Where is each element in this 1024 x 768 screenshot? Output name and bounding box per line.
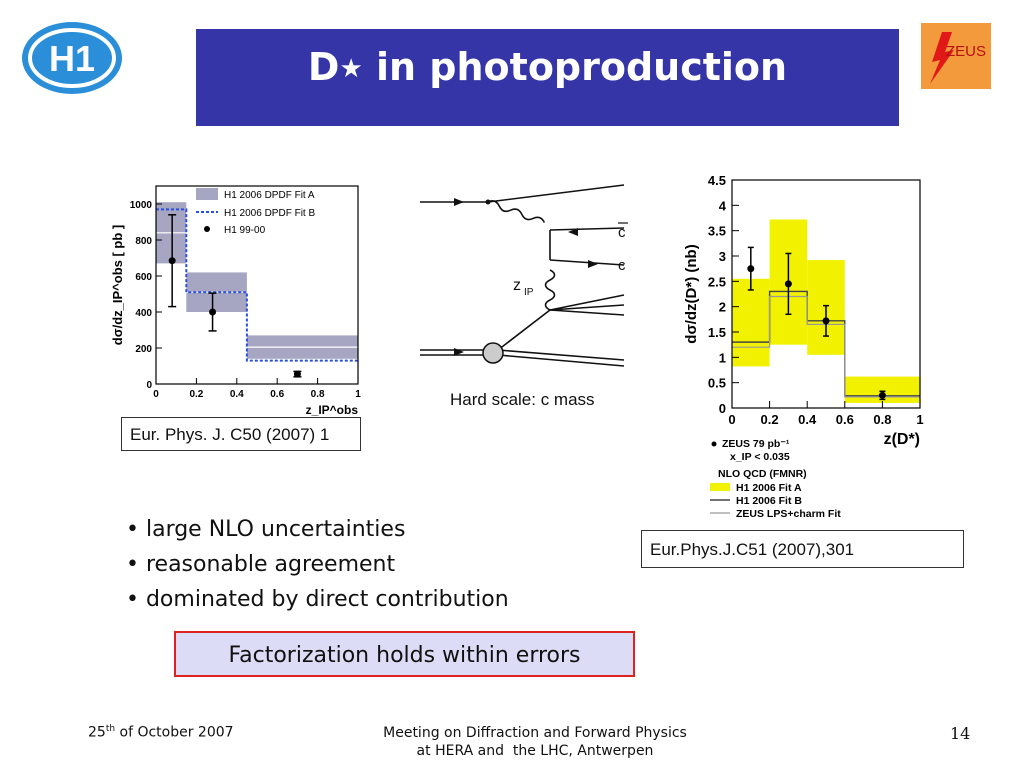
x-axis-label: z_IP^obs <box>306 403 359 417</box>
y-tick-label: 1000 <box>130 200 153 211</box>
bullet-item: • reasonable agreement <box>126 552 396 577</box>
title-prefix: D <box>307 45 340 89</box>
plot-frame <box>155 185 359 385</box>
data-point <box>878 391 886 399</box>
proton-vertex <box>482 342 504 364</box>
legend-label: H1 99-00 <box>224 225 266 236</box>
zeus-logo: ZEUS <box>920 22 992 90</box>
left-plot-citation: Eur. Phys. J. C50 (2007) 1 <box>121 417 361 451</box>
y-tick-label: 1 <box>719 350 726 365</box>
z-label: z <box>513 277 521 294</box>
data-point <box>168 257 176 265</box>
data-point <box>822 317 830 325</box>
data-point <box>784 280 792 288</box>
footer-meeting: Meeting on Diffraction and Forward Physi… <box>350 724 720 760</box>
fitB-line <box>156 208 358 362</box>
y-tick-label: 600 <box>135 272 152 283</box>
slide-title: D★ in photoproduction <box>196 29 899 126</box>
zeus-logo-text: ZEUS <box>946 43 986 60</box>
legend-label: ZEUS 79 pb⁻¹ <box>722 438 790 450</box>
feynman-diagram: c c z IP <box>418 175 628 375</box>
legend-label: H1 2006 Fit B <box>736 495 802 507</box>
diagram-caption: Hard scale: c mass <box>450 390 595 409</box>
zeus-zD-plot: 0 0.5 1 1.5 2 2.5 3 3.5 4 4.5 0 0.2 0.4 0.6 0.8 1 dσ/dz(… <box>680 170 935 530</box>
right-plot-citation: Eur.Phys.J.C51 (2007),301 <box>641 530 964 568</box>
legend-swatch-fitA <box>710 483 730 491</box>
bullet-item: • dominated by direct contribution <box>126 587 509 612</box>
data-point <box>747 265 755 273</box>
legend-label: ZEUS LPS+charm Fit <box>736 508 841 520</box>
y-tick-label: 0 <box>146 380 152 391</box>
y-tick-label: 400 <box>135 308 152 319</box>
y-tick-label: 800 <box>135 236 152 247</box>
x-tick-label: 0.4 <box>798 412 817 427</box>
y-axis-label: dσ/dz_IP^obs [ pb ] <box>110 225 125 345</box>
x-tick-label: 1 <box>355 389 361 400</box>
gluon-line <box>544 269 556 311</box>
cbar-line <box>549 227 625 231</box>
pomeron-line <box>497 309 551 351</box>
z-sub-label: IP <box>524 287 534 298</box>
legend-swatch-data <box>711 441 717 447</box>
meeting-line-2: at HERA and the LHC, Antwerpen <box>416 743 654 759</box>
x-tick-label: 0.6 <box>270 389 284 400</box>
outgoing-electron <box>487 184 625 203</box>
x-tick-label: 0 <box>153 389 159 400</box>
y-tick-label: 2 <box>719 300 726 315</box>
x-tick-label: 1 <box>916 412 923 427</box>
x-tick-label: 0.8 <box>873 412 891 427</box>
conclusion-box: Factorization holds within errors <box>174 631 635 677</box>
legend-label: H1 2006 DPDF Fit B <box>224 208 315 219</box>
x-axis-label: z(D*) <box>884 431 920 448</box>
cbar-label: c <box>618 224 626 241</box>
y-tick-label: 0.5 <box>708 376 726 391</box>
legend-swatch-data <box>204 226 210 232</box>
h1-logo-text: H1 <box>49 38 95 79</box>
y-tick-label: 1.5 <box>708 325 726 340</box>
star-icon: ★ <box>339 54 363 84</box>
legend-label: H1 2006 Fit A <box>736 482 802 494</box>
y-tick-label: 4.5 <box>708 173 726 188</box>
data-point <box>293 370 301 378</box>
y-tick-label: 200 <box>135 344 152 355</box>
legend-label: H1 2006 DPDF Fit A <box>224 190 315 201</box>
bullet-item: • large NLO uncertainties <box>126 517 406 542</box>
lps-fit-line <box>732 295 920 398</box>
h1-logo: H1 <box>20 20 124 96</box>
h1-zpom-plot: 0 200 400 600 800 1000 0 0.2 0.4 0.6 0.8 1 dσ/dz_IP^… <box>108 168 366 420</box>
title-rest: in photoproduction <box>362 45 788 89</box>
x-tick-label: 0.2 <box>189 389 203 400</box>
y-tick-label: 4 <box>719 198 727 213</box>
data-point <box>209 308 217 316</box>
c-label: c <box>618 257 626 274</box>
legend-swatch-fitA <box>196 188 218 200</box>
x-tick-label: 0.8 <box>311 389 325 400</box>
page-number: 14 <box>950 724 971 743</box>
c-line <box>549 259 625 266</box>
footer-date: 25th of October 2007 <box>88 724 234 741</box>
meeting-line-1: Meeting on Diffraction and Forward Physi… <box>383 725 687 741</box>
y-tick-label: 2.5 <box>708 274 726 289</box>
y-axis-label: dσ/dz(D*) (nb) <box>683 244 700 343</box>
x-tick-label: 0.2 <box>761 412 779 427</box>
photon-line <box>487 200 546 223</box>
x-tick-label: 0.4 <box>230 389 244 400</box>
fitA-band <box>732 278 770 367</box>
legend-label: x_IP < 0.035 <box>730 451 790 463</box>
y-tick-label: 3.5 <box>708 224 726 239</box>
y-tick-label: 3 <box>719 249 726 264</box>
y-tick-label: 0 <box>719 401 726 416</box>
x-tick-label: 0.6 <box>836 412 854 427</box>
bullet-list: • large NLO uncertainties • reasonable a… <box>126 512 509 617</box>
plot-frame <box>731 179 921 409</box>
legend-label: NLO QCD (FMNR) <box>718 468 807 480</box>
x-tick-label: 0 <box>728 412 735 427</box>
lightning-icon <box>930 32 954 84</box>
